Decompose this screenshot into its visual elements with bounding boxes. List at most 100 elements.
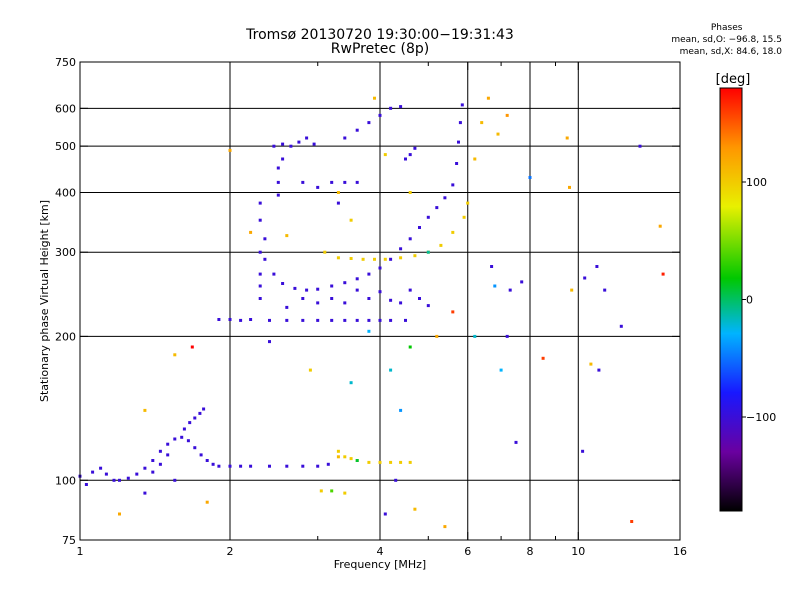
data-point [367,460,371,464]
data-point [343,136,347,140]
data-points [78,96,665,529]
data-point [619,324,623,328]
data-point [570,288,574,292]
data-point [603,288,607,292]
data-point [268,464,271,468]
data-point [166,453,170,457]
data-point [451,230,455,234]
data-point [439,243,443,247]
data-point [378,318,382,322]
data-point [193,416,197,420]
data-point [343,318,347,322]
data-point [281,142,285,146]
data-point [158,462,162,466]
data-point [316,318,320,322]
data-point [151,470,155,474]
data-point [349,218,353,222]
data-point [308,368,312,372]
data-point [112,478,116,482]
data-point [91,470,95,474]
data-point [367,297,371,300]
data-point [285,318,289,322]
y-axis-label: Stationary phase Virtual Height [km] [38,200,51,402]
data-point [349,457,353,461]
data-point [285,464,289,468]
data-point [336,201,340,205]
data-point [301,464,305,468]
data-point [389,318,393,322]
data-point [312,142,316,146]
data-point [367,121,371,125]
data-point [404,318,407,322]
data-point [211,462,215,466]
data-point [249,318,253,321]
data-point [466,201,470,205]
data-point [118,512,121,516]
colorbar-tick-label: 100 [746,176,767,189]
data-point [443,196,447,200]
data-point [263,257,267,261]
data-point [399,105,403,109]
data-point [480,121,484,125]
data-point [193,446,197,450]
data-point [319,489,323,493]
data-point [198,411,202,415]
grid [80,62,680,540]
phase-statistics: Phases mean, sd,O: −96.8, 15.5 mean, sd,… [671,22,782,58]
data-point [276,166,280,170]
data-point [349,381,353,385]
data-point [249,464,253,468]
data-point [239,464,243,468]
data-point [458,121,462,125]
data-point [541,356,545,360]
data-point [343,281,347,285]
chart-title: Tromsø 20130720 19:30:00−19:31:43 [246,27,514,43]
data-point [408,460,412,464]
data-point [528,176,532,179]
data-point [383,153,387,157]
data-point [508,288,512,292]
data-point [258,272,262,276]
data-point [355,318,359,322]
data-point [658,224,662,228]
data-point [258,201,262,205]
data-point [205,500,209,504]
data-point [330,297,334,300]
y-tick-label: 100 [55,474,76,487]
data-point [499,368,503,372]
data-point [330,180,334,184]
data-point [583,276,587,280]
data-point [258,297,262,300]
data-point [378,266,382,270]
data-point [589,362,593,366]
data-point [355,288,359,292]
chart-subtitle: RwPretec (8p) [330,41,430,57]
y-tick-label: 750 [55,56,76,69]
data-point [336,191,340,194]
data-point [316,287,320,291]
data-point [373,96,376,100]
data-point [343,301,347,305]
data-point [316,301,320,305]
data-point [180,435,184,439]
data-point [355,459,359,462]
data-point [143,408,147,412]
data-point [158,449,162,453]
data-point [413,146,417,150]
data-point [389,257,393,261]
data-point [268,318,271,322]
data-point [373,257,376,261]
data-point [293,286,297,290]
data-point [389,460,393,464]
data-point [249,230,253,234]
data-point [630,520,634,523]
data-point [182,427,186,431]
x-tick-label: 6 [464,545,471,558]
data-point [435,334,439,338]
y-tick-label: 400 [55,186,76,199]
data-point [104,472,108,476]
data-point [330,284,334,288]
data-point [505,113,509,117]
data-point [343,455,347,459]
data-point [394,478,398,482]
